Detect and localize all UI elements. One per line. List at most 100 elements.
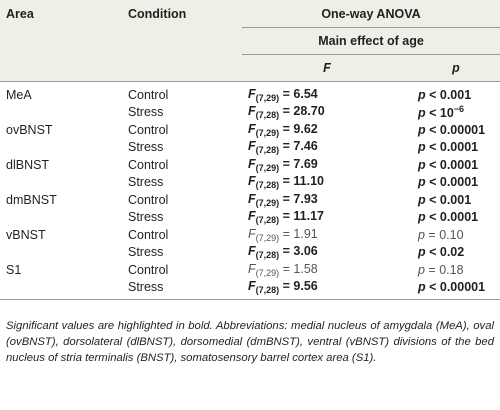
f-cell: F(7,28) = 11.17	[242, 209, 412, 227]
f-symbol: F	[248, 261, 256, 276]
p-cell: p < 0.00001	[412, 278, 500, 300]
f-value: = 6.54	[279, 86, 318, 101]
p-cell: p = 0.10	[412, 226, 500, 244]
condition-cell: Control	[122, 226, 242, 244]
condition-cell: Control	[122, 261, 242, 279]
f-cell: F(7,28) = 7.46	[242, 139, 412, 157]
f-value: = 11.10	[279, 174, 324, 189]
p-cell: p < 0.0001	[412, 209, 500, 227]
area: MeA	[6, 87, 32, 102]
header-anova: One-way ANOVA	[242, 0, 500, 28]
condition-cell: Stress	[122, 244, 242, 262]
f-cell: F(7,29) = 9.62	[242, 121, 412, 139]
f-df: (7,29)	[255, 92, 280, 103]
f-symbol: F	[248, 174, 256, 189]
area-cell: dlBNST	[0, 156, 122, 174]
p-cell: p < 0.001	[412, 191, 500, 209]
table-row: Stress F(7,28) = 11.10 p < 0.0001	[0, 174, 500, 192]
f-df: (7,29)	[255, 267, 280, 278]
table-row: dmBNST Control F(7,29) = 7.93 p < 0.001	[0, 191, 500, 209]
area: ovBNST	[6, 122, 53, 137]
condition: Stress	[128, 140, 164, 155]
f-symbol: F	[248, 104, 256, 119]
f-df: (7,29)	[255, 162, 280, 173]
condition-cell: Stress	[122, 278, 242, 300]
table-row: dlBNST Control F(7,29) = 7.69 p < 0.0001	[0, 156, 500, 174]
p-symbol: p	[418, 245, 426, 260]
table-row: MeA Control F(7,29) = 6.54 p < 0.001	[0, 82, 500, 104]
condition: Stress	[128, 175, 164, 190]
f-df: (7,28)	[255, 110, 280, 121]
condition: Control	[128, 192, 169, 207]
p-cell: p < 0.001	[412, 82, 500, 104]
condition: Control	[128, 157, 169, 172]
p-value: < 0.00001	[425, 280, 486, 295]
table-header: Area Condition One-way ANOVA Main effect…	[0, 0, 500, 82]
f-cell: F(7,28) = 11.10	[242, 174, 412, 192]
f-symbol: F	[248, 121, 256, 136]
area-cell: ovBNST	[0, 121, 122, 139]
header-main-effect: Main effect of age	[242, 27, 500, 55]
f-df: (7,29)	[255, 127, 280, 138]
p-exponent: −6	[453, 104, 465, 115]
area-cell	[0, 244, 122, 262]
condition: Stress	[128, 210, 164, 225]
condition: Stress	[128, 245, 164, 260]
condition-cell: Stress	[122, 104, 242, 122]
condition: Control	[128, 262, 169, 277]
area: S1	[6, 262, 22, 277]
caption: Significant values are highlighted in bo…	[6, 320, 494, 364]
area: dmBNST	[6, 192, 57, 207]
p-value: = 0.10	[424, 227, 464, 242]
table-row: Stress F(7,28) = 3.06 p < 0.02	[0, 244, 500, 262]
f-df: (7,28)	[255, 180, 280, 191]
p-cell: p < 0.02	[412, 244, 500, 262]
p-value: < 0.0001	[425, 210, 479, 225]
area-cell	[0, 104, 122, 122]
p-symbol: p	[418, 262, 425, 277]
f-symbol: F	[248, 139, 256, 154]
area-cell	[0, 209, 122, 227]
condition-cell: Control	[122, 121, 242, 139]
p-value: < 0.0001	[425, 140, 479, 155]
condition: Stress	[128, 105, 164, 120]
f-value: = 11.17	[279, 209, 324, 224]
f-value: = 9.56	[279, 279, 318, 294]
f-value: = 1.58	[279, 261, 318, 276]
f-symbol: F	[248, 244, 256, 259]
p-value: < 0.001	[425, 87, 472, 102]
f-df: (7,28)	[255, 250, 280, 261]
area-cell: vBNST	[0, 226, 122, 244]
f-cell: F(7,29) = 7.93	[242, 191, 412, 209]
f-symbol: F	[248, 191, 256, 206]
p-symbol: p	[418, 227, 425, 242]
p-cell: p < 0.0001	[412, 156, 500, 174]
header-area: Area	[0, 0, 122, 28]
p-symbol: p	[418, 210, 426, 225]
area-cell	[0, 174, 122, 192]
f-symbol: F	[248, 156, 256, 171]
p-symbol: p	[418, 157, 426, 172]
table-row: S1 Control F(7,29) = 1.58 p = 0.18	[0, 261, 500, 279]
f-cell: F(7,28) = 9.56	[242, 278, 412, 300]
f-df: (7,28)	[255, 285, 280, 296]
p-cell: p < 0.0001	[412, 139, 500, 157]
f-symbol: F	[248, 226, 256, 241]
f-df: (7,28)	[255, 145, 280, 156]
table-row: Stress F(7,28) = 11.17 p < 0.0001	[0, 209, 500, 227]
p-cell: p < 0.00001	[412, 121, 500, 139]
table-row: ovBNST Control F(7,29) = 9.62 p < 0.00001	[0, 121, 500, 139]
p-symbol: p	[418, 175, 426, 190]
table-row: Stress F(7,28) = 7.46 p < 0.0001	[0, 139, 500, 157]
p-value: < 0.001	[425, 192, 472, 207]
f-cell: F(7,28) = 28.70	[242, 104, 412, 122]
p-symbol: p	[418, 106, 426, 121]
f-value: = 28.70	[279, 104, 325, 119]
area: dlBNST	[6, 157, 50, 172]
header-p: p	[412, 54, 500, 82]
condition-cell: Stress	[122, 139, 242, 157]
f-cell: F(7,29) = 1.58	[242, 261, 412, 279]
table-row: Stress F(7,28) = 28.70 p < 10−6	[0, 104, 500, 122]
p-value: < 0.02	[425, 245, 465, 260]
f-cell: F(7,29) = 6.54	[242, 82, 412, 104]
